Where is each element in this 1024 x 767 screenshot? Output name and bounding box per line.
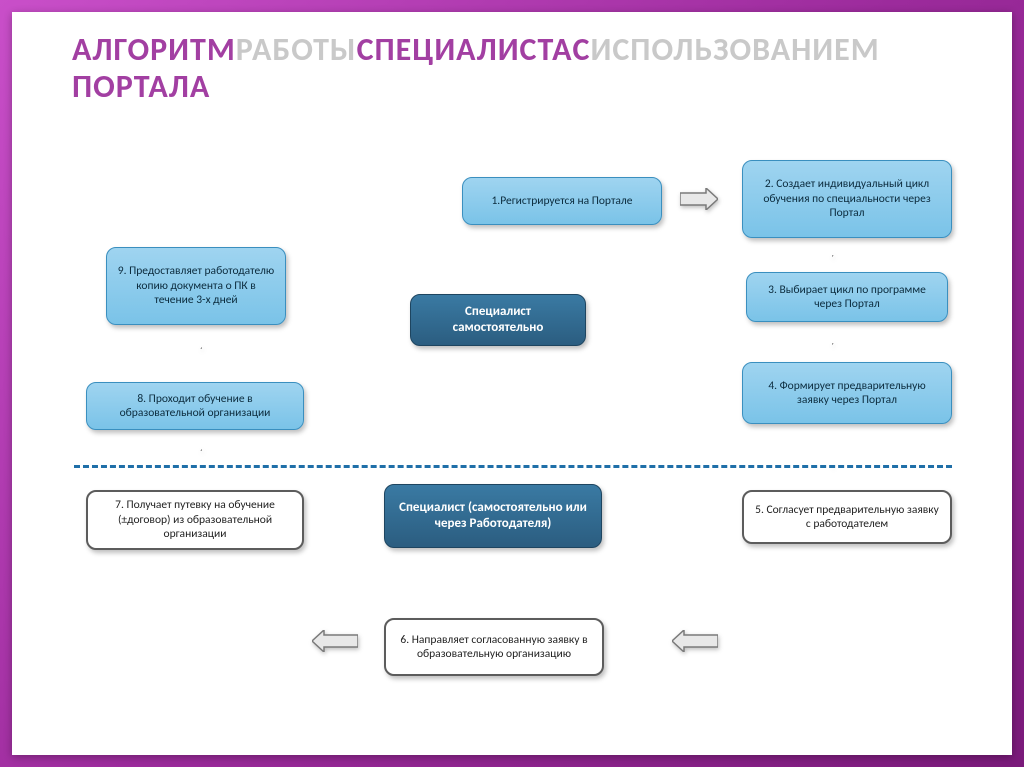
title-word: С [573, 32, 591, 69]
title-word: ПОРТАЛА [72, 69, 210, 106]
title-word: СПЕЦИАЛИСТА [357, 32, 573, 69]
flow-node-c1: Специалист самостоятельно [410, 294, 586, 346]
section-divider [74, 465, 952, 468]
slide-canvas: АЛГОРИТМ РАБОТЫ СПЕЦИАЛИСТА С ИСПОЛЬЗОВА… [12, 12, 1012, 755]
flow-node-n7: 7. Получает путевку на обучение (±догово… [86, 490, 304, 550]
flow-arrow-a12 [680, 188, 718, 210]
flow-node-n9: 9. Предоставляет работодателю копию доку… [106, 247, 286, 325]
flow-arrow-a34 [832, 326, 854, 356]
title-word: РАБОТЫ [236, 32, 357, 69]
title-word: АЛГОРИТМ [72, 32, 236, 69]
flow-arrow-a45 [832, 430, 854, 478]
flow-node-n1: 1.Регистрируется на Портале [462, 177, 662, 225]
flow-node-c2: Специалист (самостоятельно или через Раб… [384, 484, 602, 548]
flow-node-n2: 2. Создает индивидуальный цикл обучения … [742, 160, 952, 238]
flow-arrow-a56 [672, 630, 718, 652]
flow-node-n3: 3. Выбирает цикл по программе через Порт… [746, 272, 948, 322]
flow-arrow-a78 [180, 438, 202, 478]
slide-title: АЛГОРИТМ РАБОТЫ СПЕЦИАЛИСТА С ИСПОЛЬЗОВА… [72, 32, 972, 106]
flow-node-n8: 8. Проходит обучение в образовательной о… [86, 382, 304, 430]
flow-node-n5: 5. Согласует предварительную заявку с ра… [742, 490, 952, 544]
flow-node-n4: 4. Формирует предварительную заявку чере… [742, 362, 952, 424]
flow-arrow-a89 [180, 336, 202, 374]
flow-arrow-a23 [832, 242, 854, 268]
flow-arrow-a67 [312, 630, 358, 652]
flow-node-n6: 6. Направляет согласованную заявку в обр… [384, 618, 604, 676]
title-word: ИСПОЛЬЗОВАНИЕМ [590, 32, 879, 69]
